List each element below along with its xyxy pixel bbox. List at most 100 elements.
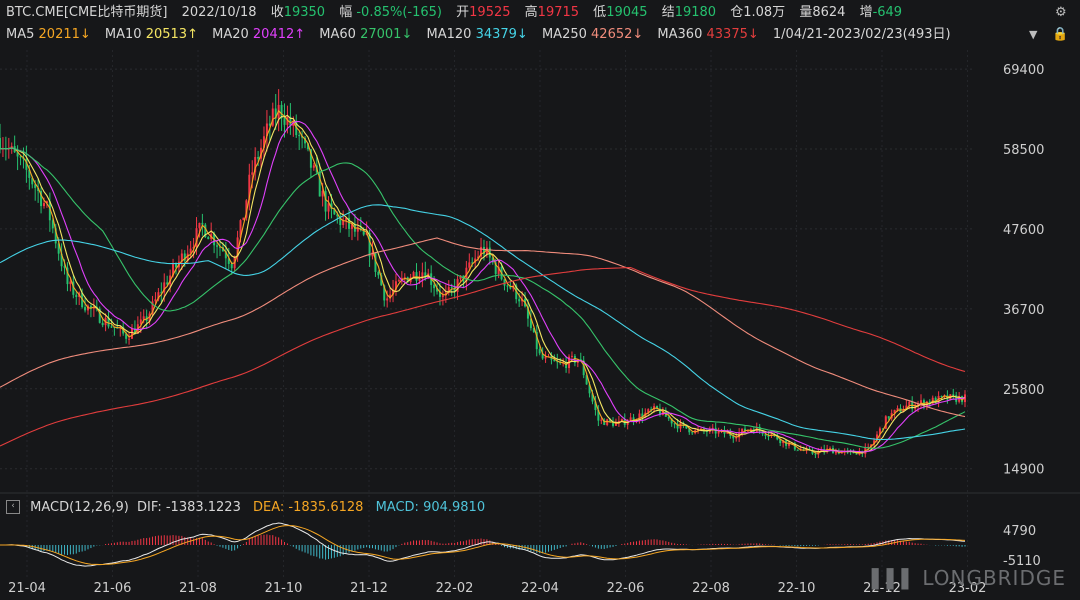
candle-body: [283, 118, 286, 125]
candle-body: [403, 277, 406, 279]
candle-body: [796, 449, 799, 451]
date-tick-label: 21-08: [179, 581, 217, 596]
candle-body: [626, 421, 629, 425]
ma20-value: 20412↑: [252, 27, 306, 42]
candle-body: [312, 165, 315, 168]
candle-body: [239, 220, 242, 238]
candle-body: [887, 416, 890, 419]
brand-logo: ▌▌▌ LONGBRIDGE: [872, 566, 1066, 590]
candle-body: [28, 169, 31, 178]
candle-body: [274, 108, 277, 119]
ma120-label: MA120: [426, 27, 472, 42]
candle-body: [245, 200, 248, 218]
candle-body: [573, 355, 576, 363]
candle-body: [34, 184, 37, 188]
collapse-toggle-icon[interactable]: ‹: [6, 499, 20, 514]
candle-body: [336, 214, 339, 217]
candle-body: [676, 423, 679, 429]
candle-body: [873, 440, 876, 445]
candle-body: [268, 123, 271, 126]
candle-body: [289, 117, 292, 126]
candle-body: [591, 393, 594, 402]
candle-body: [392, 289, 395, 295]
settle-value: 19180: [674, 5, 717, 20]
change-value: -0.85%(-165): [356, 5, 442, 20]
date-tick-label: 22-12: [863, 581, 901, 596]
candle-body: [31, 177, 34, 185]
ma-line-ma60: [0, 147, 966, 449]
candle-body: [262, 136, 265, 148]
candle-body: [389, 294, 392, 299]
candle-body: [955, 395, 958, 402]
candle-body: [286, 117, 289, 125]
change-label: 幅: [339, 5, 353, 20]
date-axis: 21-04 21-06 21-08 21-10 21-12 22-02 22-04 22-06…: [8, 581, 986, 596]
macd-info-row: ‹ MACD(12,26,9) DIF: -1383.1223 DEA: -18…: [0, 497, 485, 519]
date-tick-label: 22-08: [692, 581, 730, 596]
ma-line-ma10: [0, 114, 966, 453]
candle-body: [166, 282, 169, 285]
ma360-value: 43375↓: [706, 27, 759, 42]
candle-body: [515, 285, 518, 300]
lock-icon[interactable]: 🔒: [1052, 27, 1069, 42]
date-range[interactable]: 1/04/21-2023/02/23(493日): [772, 27, 951, 42]
candle-body: [19, 156, 22, 158]
candle-body: [174, 264, 177, 268]
candle-body: [764, 434, 767, 436]
candle-body: [163, 282, 166, 293]
price-tick-label: 69400: [1003, 63, 1044, 78]
candle-body: [494, 262, 497, 274]
candle-body: [201, 222, 204, 225]
candle-body: [491, 257, 494, 263]
candle-body: [688, 428, 691, 433]
candle-body: [477, 256, 480, 259]
candle-body: [779, 439, 782, 444]
candle-body: [110, 326, 113, 328]
candle-body: [386, 298, 389, 301]
candle-body: [339, 216, 342, 226]
candle-body: [54, 228, 57, 244]
candle-body: [224, 251, 227, 259]
ma5-label: MA5: [6, 27, 35, 42]
moving-average-row: MA5 20211↓ MA10 20513↑ MA20 20412↑ MA60 …: [6, 24, 951, 46]
high-label: 高: [524, 5, 538, 20]
candle-body: [526, 306, 529, 319]
symbol-name[interactable]: BTC.CME[CME比特币期货]: [6, 5, 168, 20]
candle-body: [204, 224, 207, 238]
candle-body: [541, 353, 544, 359]
ma-line-ma20: [0, 121, 966, 453]
candle-body: [198, 222, 201, 229]
candle-body: [60, 253, 63, 267]
dea-line: [0, 525, 966, 565]
candle-body: [647, 409, 650, 413]
ma120-value: 34379↓: [475, 27, 528, 42]
candle-body: [840, 451, 843, 454]
candle-body: [908, 401, 911, 406]
date-tick-label: 22-02: [436, 581, 474, 596]
price-axis: 69400 58500 47600 36700 25800 14900: [1003, 63, 1044, 478]
candle-body: [72, 281, 75, 295]
candle-body: [394, 281, 397, 290]
chart-grid: [0, 50, 975, 580]
candle-body: [667, 416, 670, 419]
settle-label: 结: [661, 5, 675, 20]
date-tick-label: 21-04: [8, 581, 46, 596]
dropdown-triangle-icon[interactable]: ▼: [1029, 28, 1038, 41]
settings-gear-icon[interactable]: ⚙: [1055, 5, 1067, 20]
candle-body: [265, 123, 268, 137]
candle-body: [130, 328, 133, 339]
candle-body: [248, 174, 251, 201]
candle-body: [767, 435, 770, 437]
candle-body: [588, 384, 591, 394]
candle-body: [230, 263, 233, 269]
candle-body: [814, 453, 817, 455]
candle-body: [679, 422, 682, 429]
open-interest-label: 仓: [730, 5, 744, 20]
price-tick-label: 25800: [1003, 383, 1044, 398]
candle-body: [371, 252, 374, 257]
macd-tick-bottom: -5110: [1003, 554, 1041, 569]
candle-body: [485, 247, 488, 255]
candle-body: [538, 349, 541, 354]
candle-body: [570, 355, 573, 357]
